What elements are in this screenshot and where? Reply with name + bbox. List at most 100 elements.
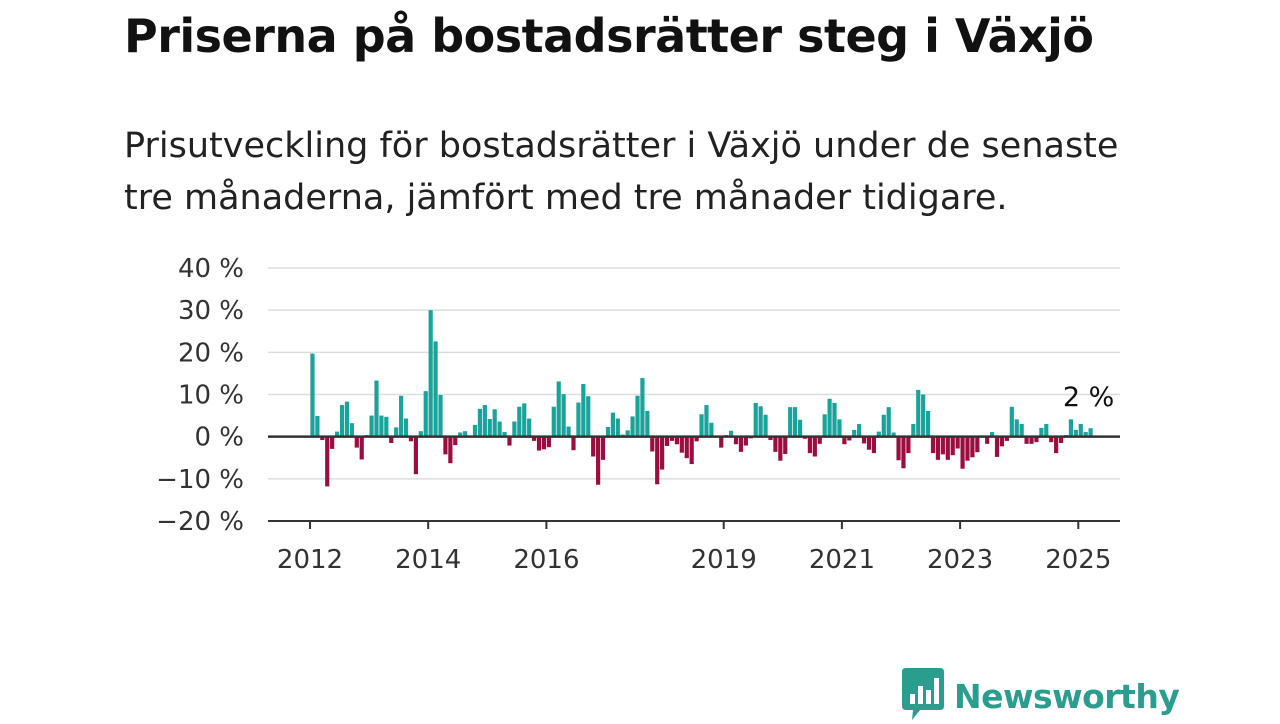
bar [645,410,650,437]
bar [901,436,906,469]
bar [1004,436,1009,441]
bar [994,436,1000,457]
bar [999,436,1005,447]
bar [635,395,640,437]
bar [354,436,359,448]
bar [482,405,487,437]
bar [1014,419,1019,437]
bar [1009,406,1014,437]
bar [581,383,586,437]
bar [719,436,724,448]
bar [925,410,931,437]
bar [827,398,832,437]
bar [738,436,744,452]
bar [438,394,443,437]
bar [600,436,606,460]
bar [630,416,635,437]
bar [339,405,345,437]
bar [1088,428,1093,437]
bar [664,436,670,446]
bar [832,402,837,437]
bar [512,421,517,437]
annotations: 2 % [1063,382,1114,413]
bar [448,436,453,464]
bar [906,436,911,454]
bar [955,436,960,449]
bar [625,430,630,437]
bar [1073,429,1078,437]
bar [556,381,561,437]
bar [704,405,709,437]
bar [517,406,522,437]
chart-title: Priserna på bostadsrätter steg i Växjö [124,9,1094,63]
bar [689,436,694,465]
bar [960,436,965,469]
bar [753,402,758,437]
bar [793,407,798,437]
bar [541,436,547,450]
bar [605,426,611,437]
bar [778,436,783,461]
bar [369,415,374,437]
bar [817,436,822,444]
bar [1083,432,1088,437]
bar [881,414,886,437]
bar [615,418,620,437]
bar [394,427,399,437]
bar [591,436,596,457]
bar [1039,427,1044,437]
bar [876,431,881,437]
bar [413,436,418,475]
bar [975,436,980,453]
bar [344,401,350,437]
bar [640,378,645,437]
bar [886,407,891,437]
bar [728,430,734,437]
bar [768,436,773,441]
y-tick-label: 0 % [194,423,244,453]
bar [596,436,601,485]
bar [1034,436,1039,443]
bar [650,436,655,452]
y-tick-label: 40 % [178,254,244,284]
bar [374,380,379,437]
bar [315,416,320,437]
bar [916,389,921,437]
bar [428,310,433,437]
bar [320,436,325,441]
y-tick-label: 20 % [178,338,244,368]
bar [684,436,689,459]
bar [576,402,581,437]
bar [507,436,512,446]
bar [911,424,916,437]
bar-chart-speech-bubble-icon [902,668,944,724]
bar [674,436,680,445]
x-tick-label: 2025 [1045,545,1111,575]
bar [384,416,389,437]
bar [965,436,970,461]
bar [758,406,763,437]
chart-subtitle: Prisutveckling för bostadsrätter i Växjö… [124,126,1119,218]
bar [472,424,478,437]
bar [586,396,591,437]
bar [743,436,748,446]
axes [268,435,1120,522]
y-axis-ticks: 40 % 30 % 20 % 10 % 0 % −10 % −20 % [156,254,244,537]
bar [566,426,571,437]
y-tick-label: −20 % [156,507,244,537]
bar [891,432,896,437]
bar [871,436,877,454]
bar [694,436,699,442]
bar [733,436,739,445]
bar [610,412,615,437]
bar [866,436,872,450]
bar [551,406,556,437]
bar [679,436,684,453]
bar [985,436,990,444]
bar [443,436,448,455]
bar [536,436,542,451]
bar [1068,419,1074,437]
bar [842,436,847,445]
bar [379,415,384,437]
